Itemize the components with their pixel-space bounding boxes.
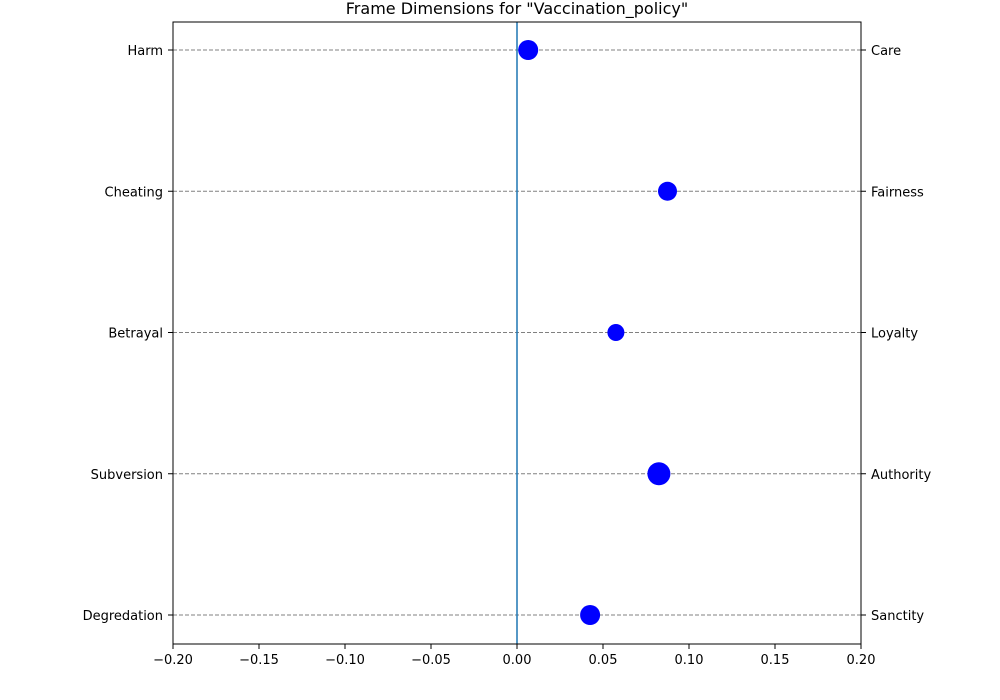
x-tick-label: 0.05 xyxy=(589,653,618,668)
x-tick-label: 0.10 xyxy=(675,653,704,668)
right-y-tick-label: Sanctity xyxy=(871,609,924,624)
right-y-tick-label: Fairness xyxy=(871,185,924,200)
left-y-tick-label: Subversion xyxy=(91,468,163,483)
data-point xyxy=(580,605,601,625)
x-tick-label: 0.20 xyxy=(847,653,876,668)
x-tick-label: −0.20 xyxy=(153,653,193,668)
right-y-tick-label: Loyalty xyxy=(871,327,918,342)
left-y-tick-label: Harm xyxy=(127,44,163,59)
chart-title: Frame Dimensions for "Vaccination_policy… xyxy=(346,0,688,19)
right-y-tick-label: Care xyxy=(871,44,901,59)
x-tick-label: −0.05 xyxy=(411,653,451,668)
left-y-axis: Harm Cheating Betrayal Subversion Degredatio… xyxy=(83,44,173,624)
x-tick-label: 0.15 xyxy=(761,653,790,668)
data-point xyxy=(658,181,677,201)
data-point xyxy=(518,40,539,60)
data-points xyxy=(518,40,677,625)
left-y-tick-label: Betrayal xyxy=(108,327,163,342)
x-tick-label: −0.15 xyxy=(239,653,279,668)
x-tick-label: 0.00 xyxy=(503,653,532,668)
x-axis: −0.20 −0.15 −0.10 −0.05 0.00 0.05 0.10 0.15 0.20 xyxy=(153,644,875,668)
right-y-tick-label: Authority xyxy=(871,468,931,483)
right-y-axis: Care Fairness Loyalty Authority Sanctity xyxy=(861,44,931,624)
data-point xyxy=(647,462,671,486)
x-tick-label: −0.10 xyxy=(325,653,365,668)
left-y-tick-label: Cheating xyxy=(105,185,163,200)
left-y-tick-label: Degredation xyxy=(83,609,163,624)
data-point xyxy=(607,324,625,341)
